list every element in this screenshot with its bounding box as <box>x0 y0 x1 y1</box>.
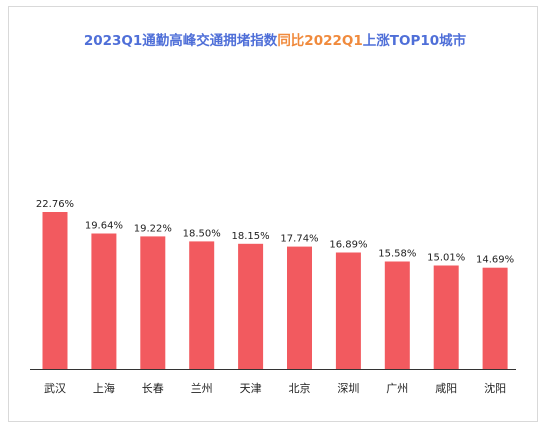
bar-5 <box>287 246 312 369</box>
bar-3 <box>189 241 215 369</box>
category-label-3: 兰州 <box>191 382 213 395</box>
category-label-0: 武汉 <box>44 382 66 395</box>
bar-value-label-5: 17.74% <box>280 234 318 245</box>
category-label-7: 广州 <box>386 382 408 395</box>
bar-value-label-0: 22.76% <box>36 199 74 210</box>
chart-title-part-1: 2023Q1通勤高峰交通拥堵指数 <box>83 33 278 49</box>
category-label-5: 北京 <box>289 381 311 395</box>
bar-value-label-1: 19.64% <box>85 221 123 232</box>
bar-value-label-2: 19.22% <box>134 223 172 234</box>
category-label-8: 咸阳 <box>435 382 457 395</box>
bar-value-label-4: 18.15% <box>232 231 270 242</box>
category-label-2: 长春 <box>142 382 164 395</box>
bar-0 <box>42 212 68 369</box>
category-label-9: 沈阳 <box>484 381 506 395</box>
category-label-6: 深圳 <box>337 382 359 395</box>
chart-title-part-3: 上涨TOP10城市 <box>362 33 467 49</box>
chart-title-part-2: 同比2022Q1 <box>277 33 363 49</box>
bar-value-label-9: 14.69% <box>476 255 514 266</box>
bar-2 <box>140 236 166 369</box>
category-label-4: 天津 <box>240 382 262 395</box>
bar-value-label-6: 16.89% <box>329 240 367 251</box>
bar-9 <box>482 267 508 369</box>
bar-8 <box>433 265 459 369</box>
bar-value-label-8: 15.01% <box>427 253 465 264</box>
category-label-1: 上海 <box>93 381 115 395</box>
bar-value-label-7: 15.58% <box>378 249 416 260</box>
bar-7 <box>384 261 410 369</box>
bar-1 <box>91 233 117 369</box>
chart-title: 2023Q1通勤高峰交通拥堵指数同比2022Q1上涨TOP10城市 <box>0 29 550 49</box>
bar-6 <box>335 252 361 369</box>
bar-value-label-3: 18.50% <box>183 228 221 239</box>
bar-4 <box>238 243 264 369</box>
